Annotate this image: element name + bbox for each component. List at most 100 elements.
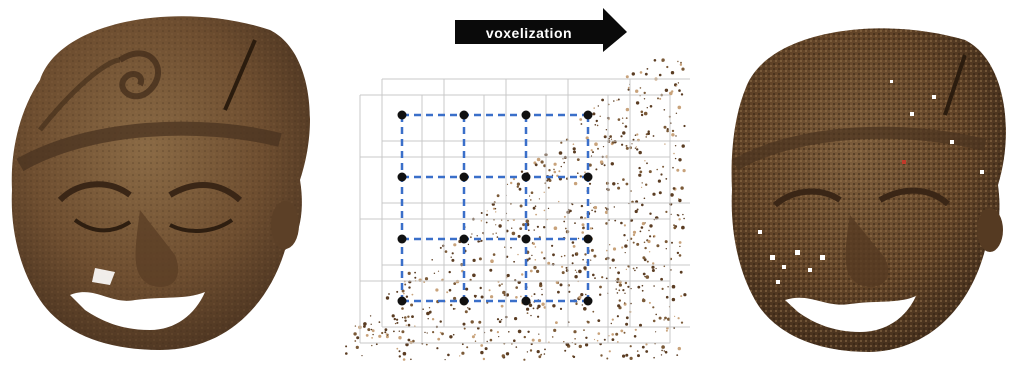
point-dot	[603, 135, 607, 139]
point-dot	[629, 345, 632, 348]
point-dot	[612, 247, 617, 251]
point-dot	[480, 344, 484, 347]
point-dot	[614, 219, 617, 222]
point-dot	[645, 343, 648, 346]
point-dot	[642, 272, 646, 276]
point-dot	[615, 332, 619, 336]
mask-voxel-icon	[731, 28, 1006, 352]
point-dot	[393, 317, 396, 321]
point-dot	[505, 352, 510, 356]
voxel-lattice	[359, 78, 690, 344]
point-dot	[664, 240, 668, 244]
point-dot	[632, 241, 635, 244]
point-dot	[520, 295, 522, 298]
point-dot	[355, 345, 359, 349]
point-dot	[476, 235, 478, 237]
point-dot	[517, 329, 522, 334]
point-dot	[632, 233, 636, 237]
point-dot	[529, 195, 531, 197]
point-dot	[455, 279, 460, 284]
point-dot	[624, 302, 626, 304]
point-dot	[540, 353, 543, 356]
point-dot	[630, 302, 632, 305]
point-dot	[678, 89, 681, 92]
point-dot	[604, 134, 606, 137]
point-dot	[519, 204, 523, 208]
point-dot	[370, 323, 372, 325]
point-dot	[529, 349, 533, 352]
point-dot	[653, 285, 655, 287]
point-dot	[642, 256, 646, 260]
point-dot	[622, 289, 625, 292]
point-dot	[551, 244, 554, 247]
point-dot	[482, 357, 486, 361]
point-dot	[527, 229, 530, 232]
point-dot	[553, 328, 557, 332]
point-dot	[548, 169, 551, 172]
point-dot	[653, 236, 655, 238]
point-dot	[640, 226, 644, 229]
point-dot	[391, 314, 395, 318]
point-dot	[657, 179, 661, 183]
point-dot	[538, 198, 540, 200]
voxel-node	[397, 296, 407, 306]
point-dot	[515, 286, 518, 289]
point-dot	[563, 161, 565, 164]
point-dot	[561, 265, 564, 268]
voxel-node	[583, 234, 593, 244]
point-dot	[536, 350, 540, 354]
point-dot	[564, 227, 567, 230]
point-dot	[437, 270, 440, 272]
point-dot	[514, 317, 518, 321]
point-dot	[447, 353, 450, 357]
point-dot	[540, 251, 543, 254]
point-dot	[569, 209, 572, 213]
point-dot	[671, 129, 675, 133]
point-dot	[653, 59, 657, 62]
point-dot	[667, 286, 669, 288]
point-dot	[617, 186, 621, 190]
point-dot	[562, 158, 564, 160]
point-dot	[645, 350, 649, 353]
point-dot	[658, 73, 662, 77]
point-dot	[639, 87, 642, 89]
point-dot	[393, 330, 395, 333]
point-dot	[587, 320, 590, 324]
point-dot	[470, 236, 472, 239]
point-dot	[604, 257, 608, 261]
point-dot	[467, 243, 470, 246]
point-dot	[407, 315, 410, 318]
point-dot	[676, 214, 679, 216]
point-dot	[565, 266, 568, 269]
point-dot	[592, 273, 595, 277]
point-dot	[407, 271, 411, 275]
point-dot	[674, 157, 677, 160]
point-dot	[653, 356, 655, 359]
point-dot	[645, 275, 650, 279]
point-dot	[601, 98, 604, 102]
point-dot	[522, 223, 526, 227]
point-dot	[638, 173, 642, 177]
point-dot	[405, 342, 409, 347]
point-dot	[599, 160, 604, 164]
point-dot	[641, 222, 645, 226]
point-dot	[614, 267, 617, 269]
point-dot	[583, 226, 585, 229]
point-dot	[543, 353, 546, 355]
point-dot	[433, 272, 436, 274]
point-dot	[631, 72, 635, 76]
point-dot	[663, 319, 665, 321]
point-dot	[536, 225, 539, 228]
point-dot	[602, 146, 605, 148]
point-dot	[384, 328, 388, 332]
point-dot	[525, 219, 530, 224]
voxel-node	[397, 172, 407, 182]
point-dot	[672, 187, 676, 190]
point-dot	[461, 343, 464, 346]
point-dot	[594, 124, 597, 126]
point-dot	[520, 170, 524, 173]
point-dot	[625, 353, 629, 357]
point-dot	[625, 117, 628, 119]
point-dot	[461, 351, 465, 355]
point-dot	[563, 220, 566, 223]
